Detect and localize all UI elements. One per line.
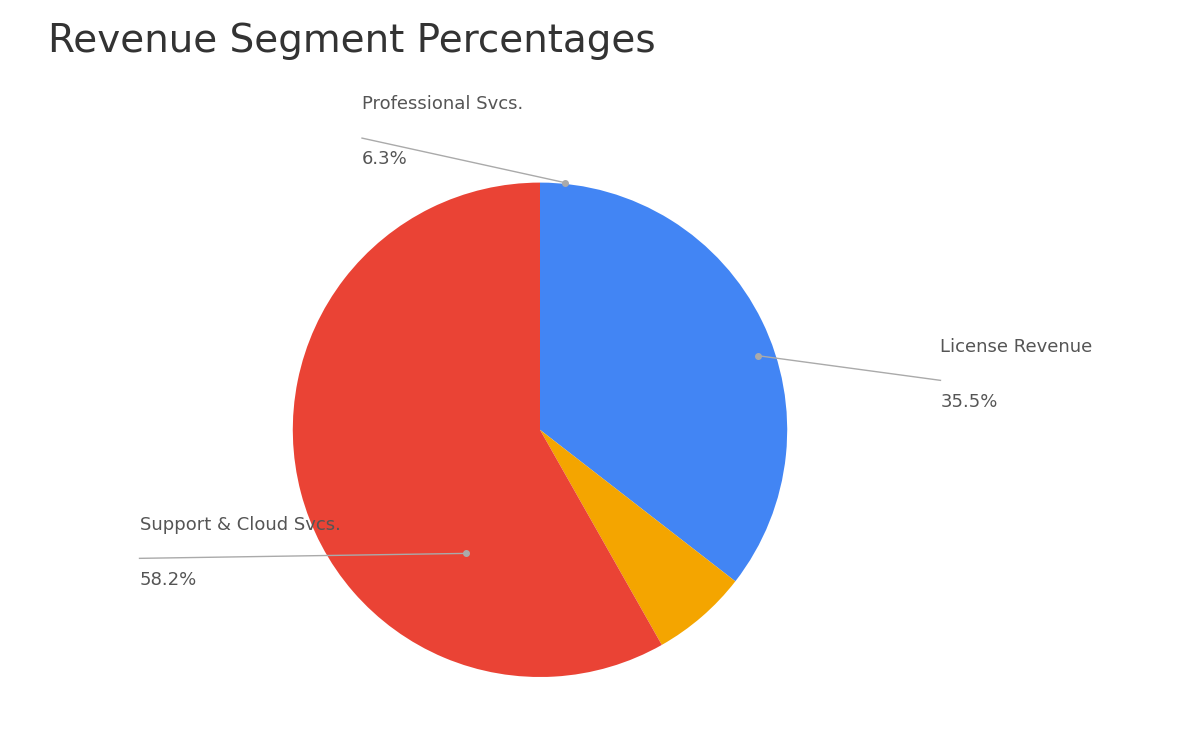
Text: 35.5%: 35.5% — [941, 393, 998, 411]
Text: Professional Svcs.: Professional Svcs. — [362, 96, 523, 113]
Text: 6.3%: 6.3% — [362, 150, 408, 168]
Text: License Revenue: License Revenue — [941, 338, 1093, 356]
Wedge shape — [293, 182, 662, 677]
Text: Revenue Segment Percentages: Revenue Segment Percentages — [48, 22, 655, 60]
Text: 58.2%: 58.2% — [139, 571, 197, 588]
Text: Support & Cloud Svcs.: Support & Cloud Svcs. — [139, 516, 341, 534]
Wedge shape — [540, 182, 787, 581]
Wedge shape — [540, 430, 736, 645]
